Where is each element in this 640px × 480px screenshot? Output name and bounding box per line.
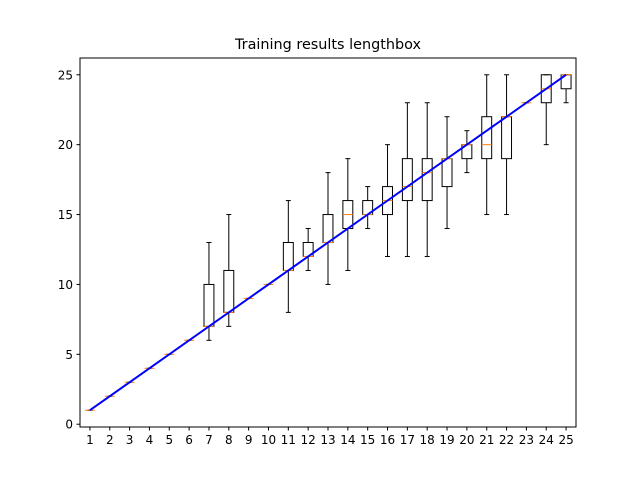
reference-line [89,73,567,412]
x-tick-label-6: 6 [185,433,193,447]
x-tick-label-16: 16 [380,433,395,447]
plot-area: 1 2 3 4 5 6 7 8 9 10 11 12 13 14 15 16 17 18 19 20 21 22 23 24 2… [58,57,577,447]
y-tick-label-25: 25 [58,68,73,82]
x-tick-label-18: 18 [420,433,435,447]
x-tick-label-2: 2 [106,433,114,447]
x-tick-label-3: 3 [126,433,134,447]
y-tick-label-0: 0 [65,418,73,432]
x-tick-label-17: 17 [400,433,415,447]
box-17-body [401,158,413,202]
x-tick-label-5: 5 [165,433,173,447]
x-tick-label-8: 8 [225,433,233,447]
box-18-body [421,158,433,202]
x-tick-label-13: 13 [320,433,335,447]
x-tick-label-1: 1 [86,433,94,447]
x-tick-label-20: 20 [459,433,474,447]
x-tick-label-22: 22 [499,433,514,447]
x-tick-label-11: 11 [281,433,296,447]
x-tick-label-10: 10 [261,433,276,447]
x-tick-label-15: 15 [360,433,375,447]
x-tick-label-23: 23 [519,433,534,447]
x-tick-label-24: 24 [539,433,554,447]
x-tick-label-14: 14 [340,433,355,447]
x-tick-label-25: 25 [558,433,573,447]
y-tick-label-10: 10 [58,278,73,292]
x-tick-label-9: 9 [245,433,253,447]
x-tick-label-7: 7 [205,433,213,447]
box-21-body [481,116,493,160]
chart-title: Training results lengthbox [234,37,422,53]
x-tick-label-12: 12 [301,433,316,447]
y-tick-label-20: 20 [58,138,73,152]
x-tick-label-21: 21 [479,433,494,447]
x-tick-label-4: 4 [146,433,154,447]
y-tick-label-5: 5 [65,348,73,362]
x-tick-label-19: 19 [439,433,454,447]
y-tick-label-15: 15 [58,208,73,222]
